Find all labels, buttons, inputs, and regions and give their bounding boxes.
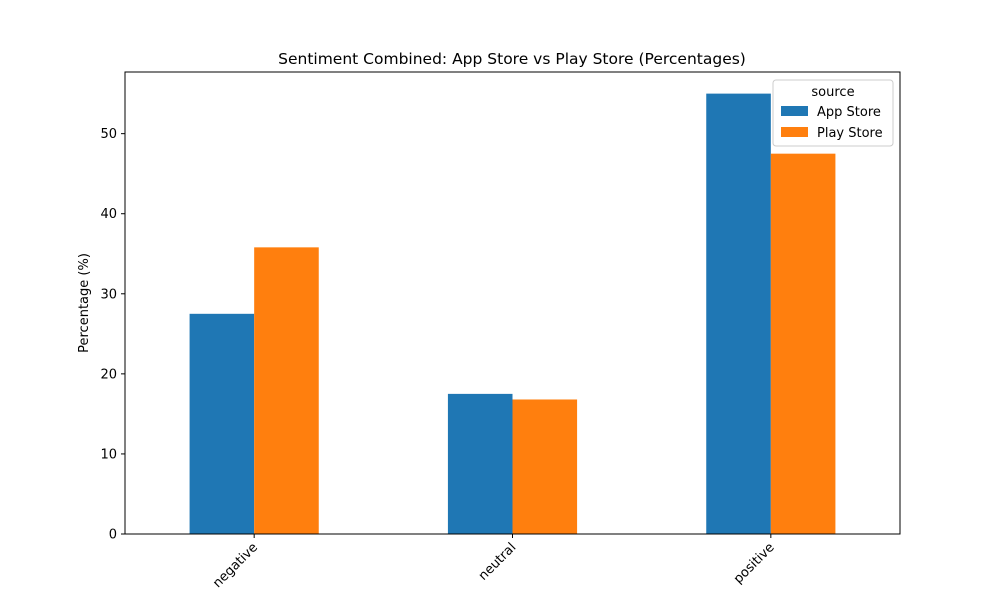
x-tick-label-positive: positive — [731, 540, 778, 587]
y-tick-label-20: 20 — [100, 367, 117, 382]
bar-play-store-neutral — [512, 399, 578, 534]
plot-area: negative neutral positive 0 10 20 30 40 50 — [100, 71, 901, 591]
axes-frame — [124, 71, 901, 535]
y-tick-label-40: 40 — [100, 207, 117, 222]
x-tick-label-neutral: neutral — [476, 540, 519, 583]
y-tick-label-30: 30 — [100, 287, 117, 302]
bar-app-store-negative — [189, 313, 255, 534]
legend-swatch-play-store — [781, 127, 808, 137]
legend-label-app-store: App Store — [817, 105, 881, 120]
bar-app-store-positive — [706, 93, 771, 535]
y-tick-label-0: 0 — [109, 528, 117, 543]
legend: source App Store Play Store — [772, 79, 894, 147]
y-axis-label: Percentage (%) — [77, 253, 92, 353]
x-tick-label-negative: negative — [210, 540, 261, 591]
bar-play-store-positive — [770, 153, 836, 534]
legend-label-play-store: Play Store — [817, 126, 883, 141]
y-tick-label-10: 10 — [100, 447, 117, 462]
legend-title: source — [811, 85, 854, 100]
bar-app-store-neutral — [447, 393, 513, 534]
legend-swatch-app-store — [781, 106, 808, 116]
bar-play-store-negative — [254, 247, 319, 535]
y-tick-label-50: 50 — [100, 127, 117, 142]
chart-title: Sentiment Combined: App Store vs Play St… — [278, 50, 746, 68]
